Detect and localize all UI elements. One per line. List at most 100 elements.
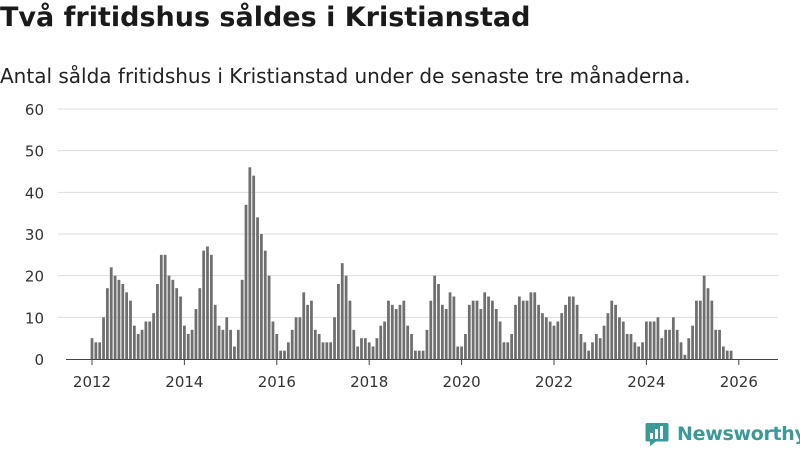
x-tick-label: 2026 (720, 373, 758, 391)
bar (652, 321, 656, 359)
x-tick-label: 2024 (627, 373, 665, 391)
bar (337, 284, 340, 359)
bar (517, 296, 521, 359)
bar (525, 300, 529, 359)
bar (106, 288, 109, 359)
bar (552, 325, 556, 359)
bar (421, 350, 425, 359)
bar (591, 342, 594, 359)
bar (229, 329, 232, 359)
bar (333, 317, 336, 359)
bar (279, 350, 283, 359)
bar (671, 317, 675, 359)
y-tick-label: 50 (25, 143, 44, 161)
bar (660, 338, 664, 359)
bar (656, 317, 660, 359)
bar (417, 350, 421, 359)
bar (714, 329, 718, 359)
bar (202, 250, 206, 359)
bar (437, 284, 440, 359)
bar (240, 279, 244, 359)
bar (225, 317, 229, 359)
bar (298, 317, 302, 359)
bar (163, 254, 167, 359)
bar (664, 329, 668, 359)
bar (186, 334, 190, 359)
bar (691, 325, 694, 359)
bar (117, 279, 121, 359)
bar (263, 250, 267, 359)
bar (645, 321, 648, 359)
x-axis: 2012 2014 2016 2018 2020 2022 2024 2026 (66, 359, 778, 391)
x-tick-label: 2012 (73, 373, 111, 391)
bar (629, 334, 633, 359)
bar (233, 346, 236, 359)
bar (556, 321, 560, 359)
bar (641, 342, 644, 359)
bar (275, 334, 279, 359)
bar (136, 334, 140, 359)
bar (306, 304, 309, 359)
x-tick-label: 2020 (443, 373, 481, 391)
bar (633, 342, 637, 359)
bar (109, 267, 113, 359)
y-tick-label: 40 (25, 184, 44, 202)
bar (610, 300, 614, 359)
bar (94, 342, 98, 359)
bar (217, 325, 221, 359)
bar (290, 329, 294, 359)
bar (248, 167, 252, 359)
bar (729, 350, 733, 359)
bar (132, 325, 136, 359)
bar (679, 342, 683, 359)
bar (479, 309, 483, 359)
bar (344, 275, 348, 359)
bar (310, 300, 313, 359)
bar (398, 304, 402, 359)
bar (695, 300, 698, 359)
bar (514, 304, 517, 359)
newsworthy-logo-icon (645, 423, 669, 446)
chart-subtitle: Antal sålda fritidshus i Kristianstad un… (0, 64, 691, 88)
y-axis: 0 10 20 30 40 50 60 (25, 101, 44, 369)
bar (302, 292, 306, 359)
bar (256, 217, 259, 359)
bar (521, 300, 525, 359)
y-tick-label: 10 (25, 309, 44, 327)
bar (464, 334, 467, 359)
bar (618, 317, 621, 359)
bar (206, 246, 209, 359)
bar (433, 275, 437, 359)
bar (148, 321, 152, 359)
bar (90, 338, 94, 359)
bar (98, 342, 102, 359)
bar (637, 346, 641, 359)
bar (498, 321, 502, 359)
bar (548, 321, 552, 359)
bar (329, 342, 333, 359)
bar (194, 309, 198, 359)
bar (171, 279, 175, 359)
bar (125, 292, 129, 359)
bar (283, 350, 286, 359)
bar (129, 300, 132, 359)
bar (363, 338, 367, 359)
chart-title: Två fritidshus såldes i Kristianstad (0, 2, 531, 33)
bar (271, 321, 275, 359)
bar (452, 296, 456, 359)
bar (175, 288, 179, 359)
y-tick-label: 0 (34, 351, 44, 369)
bar (340, 263, 344, 359)
bar (722, 346, 725, 359)
bar (387, 300, 390, 359)
bar (121, 284, 125, 359)
y-tick-label: 20 (25, 268, 44, 286)
bar (483, 292, 487, 359)
bar (606, 313, 610, 359)
bar (152, 313, 155, 359)
x-tick-label: 2022 (535, 373, 573, 391)
x-tick-label: 2014 (165, 373, 203, 391)
bar (560, 313, 564, 359)
bar (564, 304, 567, 359)
